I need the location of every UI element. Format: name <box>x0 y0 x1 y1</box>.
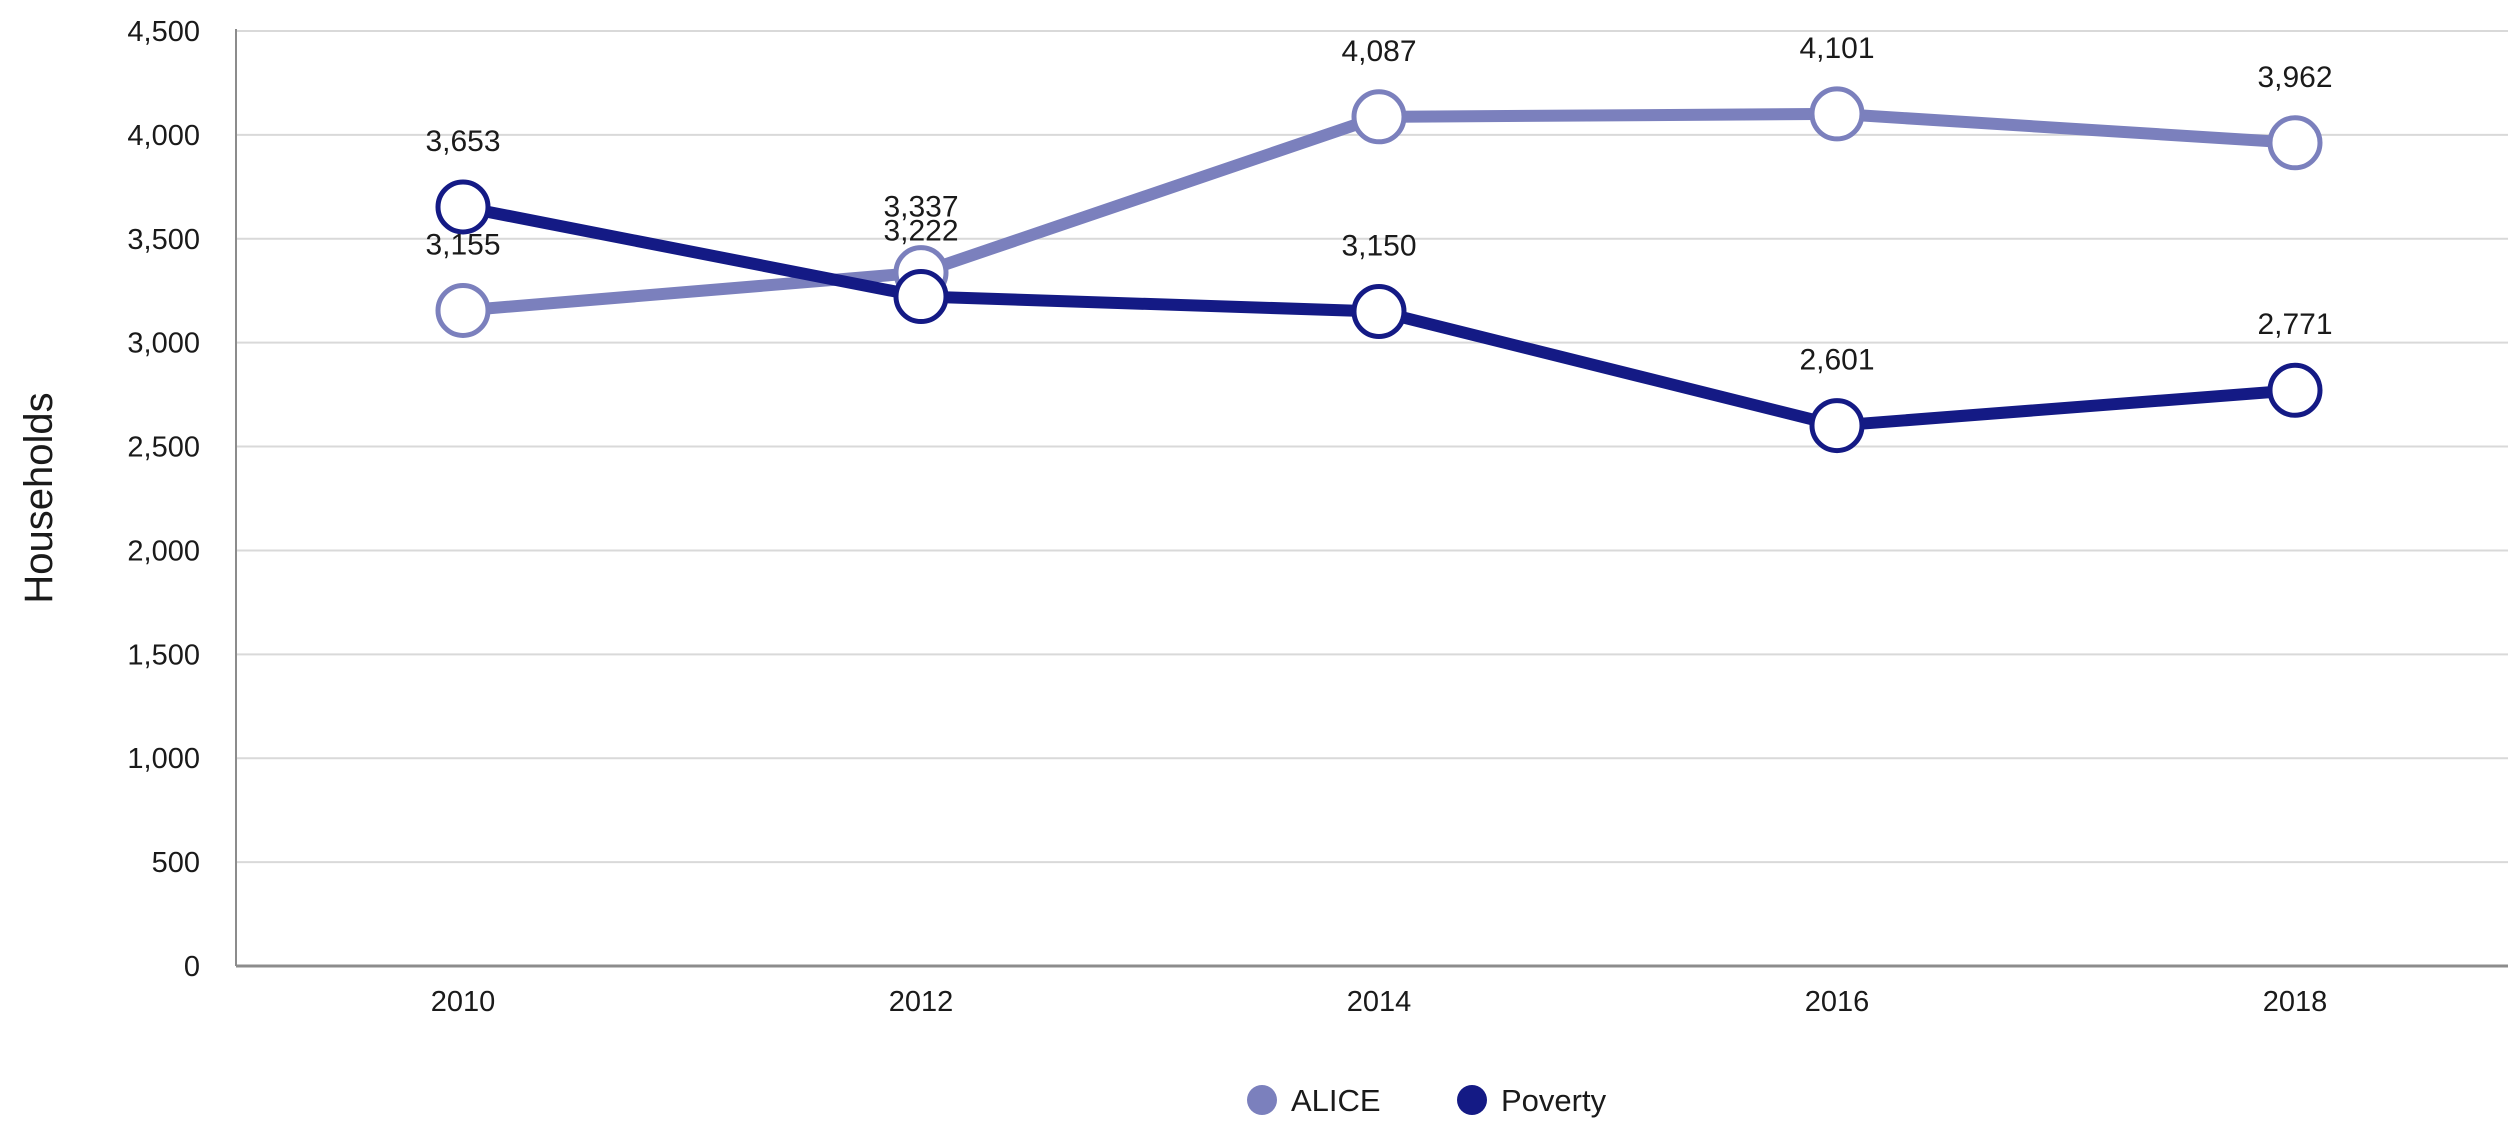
data-point <box>2267 115 2323 171</box>
legend-item-alice: ALICE <box>1247 1083 1381 1118</box>
data-point <box>1809 86 1865 142</box>
data-label: 3,222 <box>883 215 958 248</box>
x-tick-label: 2014 <box>1347 986 1412 1018</box>
legend-label: Poverty <box>1501 1083 1607 1118</box>
legend: ALICE Poverty <box>1247 1083 1607 1118</box>
x-tick-label: 2012 <box>889 986 954 1018</box>
data-point <box>1809 398 1865 454</box>
y-tick-labels: 0 500 1,000 1,500 2,000 2,500 3,000 3,500 4,000 4… <box>127 16 200 983</box>
x-tick-label: 2010 <box>431 986 496 1018</box>
legend-label: ALICE <box>1291 1083 1381 1118</box>
data-label: 4,101 <box>1799 32 1874 65</box>
gridlines <box>236 30 2508 864</box>
data-label: 3,653 <box>425 125 500 158</box>
x-tick-labels: 2010 2012 2014 2016 2018 <box>431 986 2328 1018</box>
data-label: 4,087 <box>1341 35 1416 68</box>
data-labels: 3,155 3,337 4,087 4,101 3,962 3,653 3,222 3,150… <box>425 32 2332 377</box>
y-tick-label: 1,000 <box>127 743 200 775</box>
axes <box>235 29 2508 968</box>
data-point <box>435 179 491 235</box>
y-tick-label: 4,500 <box>127 16 200 48</box>
y-tick-label: 4,000 <box>127 120 200 152</box>
data-label: 3,155 <box>425 228 500 261</box>
data-label: 3,962 <box>2257 61 2332 94</box>
series-group <box>435 86 2323 454</box>
data-point <box>893 269 949 325</box>
legend-item-poverty: Poverty <box>1457 1083 1607 1118</box>
series-alice <box>435 86 2323 338</box>
data-label: 2,601 <box>1799 344 1874 377</box>
x-tick-label: 2016 <box>1805 986 1870 1018</box>
data-label: 3,150 <box>1341 230 1416 263</box>
y-axis-title: Households <box>17 392 61 603</box>
data-label: 3,337 <box>883 191 958 224</box>
data-point <box>1351 284 1407 339</box>
data-label: 2,771 <box>2257 308 2332 341</box>
x-tick-label: 2018 <box>2263 986 2328 1018</box>
data-point <box>2267 362 2323 418</box>
y-tick-label: 3,500 <box>127 224 200 256</box>
y-tick-label: 0 <box>184 951 200 983</box>
y-tick-label: 500 <box>152 847 200 879</box>
y-tick-label: 3,000 <box>127 328 200 360</box>
legend-marker <box>1247 1085 1277 1115</box>
y-tick-label: 2,500 <box>127 432 200 464</box>
y-tick-label: 1,500 <box>127 639 200 671</box>
legend-marker <box>1457 1085 1487 1115</box>
y-tick-label: 2,000 <box>127 535 200 567</box>
series-poverty <box>435 179 2323 454</box>
data-point <box>1351 89 1407 145</box>
data-point <box>435 282 491 338</box>
